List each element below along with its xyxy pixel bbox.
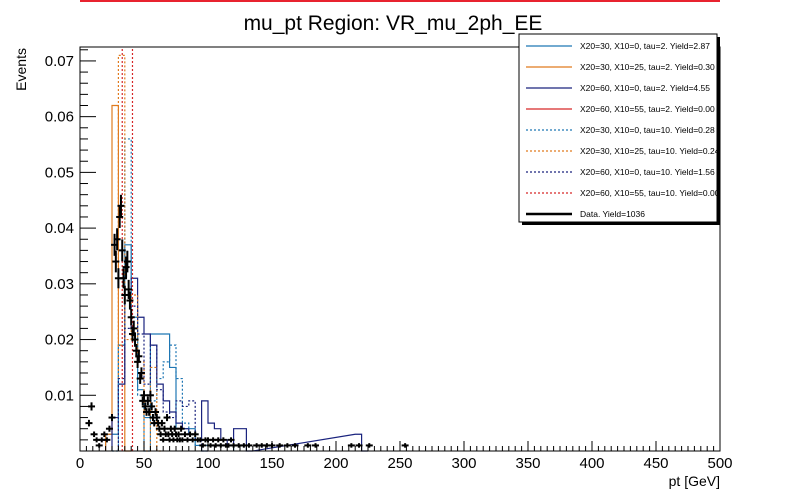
data-point	[148, 402, 156, 411]
legend: X20=30, X10=0, tau=2. Yield=2.87 X20=30, …	[518, 33, 720, 225]
data-point	[163, 414, 171, 422]
y-tick-label: 0.06	[45, 109, 74, 126]
x-tick-label: 200	[323, 455, 348, 472]
data-point	[131, 332, 139, 347]
data-point	[304, 443, 312, 448]
data-point	[365, 443, 373, 448]
data-point	[88, 402, 96, 411]
data-point	[134, 355, 142, 369]
y-tick-label: 0.04	[45, 220, 74, 237]
data-point	[158, 419, 166, 427]
data-point	[122, 256, 130, 278]
x-tick-label: 0	[76, 455, 84, 472]
data-point	[153, 414, 161, 422]
data-point	[177, 425, 185, 432]
data-point	[125, 279, 133, 299]
data-point	[108, 414, 116, 422]
legend-entry-label: X20=60, X10=55, tau=2. Yield=0.00	[580, 104, 715, 114]
data-point	[171, 425, 179, 432]
data-point	[112, 250, 120, 273]
data-point	[355, 443, 363, 448]
data-point	[144, 396, 152, 406]
x-tick-label: 250	[387, 455, 412, 472]
series-layer	[105, 47, 368, 452]
data-point	[136, 373, 144, 384]
legend-entry-label: Data. Yield=1036	[580, 209, 645, 219]
data-point	[227, 437, 235, 443]
data-point	[276, 443, 284, 448]
data-point	[90, 431, 98, 438]
x-tick-label: 350	[515, 455, 540, 472]
data-point	[175, 431, 183, 438]
y-axis: 0.01 0.02 0.03 0.04 0.05 0.06 0.07	[45, 49, 96, 441]
x-tick-label: 100	[195, 455, 220, 472]
data-point	[113, 228, 121, 251]
legend-entry-label: X20=60, X10=55, tau=10. Yield=0.00	[580, 188, 720, 198]
data-point	[160, 425, 168, 432]
data-point	[191, 431, 199, 438]
x-tick-label: 300	[451, 455, 476, 472]
data-point	[152, 408, 160, 416]
data-point	[137, 367, 145, 379]
data-point	[117, 194, 125, 217]
data-point	[146, 390, 154, 400]
data-point	[103, 437, 111, 443]
top-red-line	[80, 0, 720, 2]
data-point	[199, 443, 207, 448]
legend-entry-label: X20=60, X10=0, tau=10. Yield=1.56	[580, 167, 715, 177]
x-tick-label: 500	[707, 455, 732, 472]
data-point	[105, 425, 113, 432]
y-tick-label: 0.03	[45, 276, 74, 293]
data-point	[121, 285, 129, 305]
data-point	[291, 443, 299, 448]
y-tick-label: 0.02	[45, 332, 74, 349]
data-point	[135, 349, 143, 363]
legend-entry-label: X20=30, X10=25, tau=2. Yield=0.30	[580, 62, 715, 72]
data-point	[347, 443, 355, 448]
data-point	[145, 408, 153, 416]
data-point	[130, 320, 138, 337]
data-point	[401, 443, 409, 448]
data-point	[127, 309, 135, 326]
x-tick-label: 150	[259, 455, 284, 472]
data-points-layer	[85, 194, 409, 448]
data-point	[116, 205, 124, 228]
data-point	[245, 443, 253, 448]
chart-title: mu_pt Region: VR_mu_2ph_EE	[244, 12, 543, 35]
y-tick-label: 0.07	[45, 53, 74, 70]
data-point	[312, 443, 320, 448]
x-tick-label: 400	[579, 455, 604, 472]
y-tick-label: 0.01	[45, 387, 74, 404]
data-point	[120, 268, 128, 289]
legend-entry-label: X20=30, X10=0, tau=10. Yield=0.28	[580, 125, 715, 135]
data-point	[283, 443, 291, 448]
series-histogram	[117, 54, 164, 452]
data-point	[123, 250, 131, 273]
x-tick-label: 450	[643, 455, 668, 472]
data-point	[159, 437, 167, 443]
x-axis: 0 50 100 150 200 250 300 350 400 450 500	[76, 441, 733, 472]
legend-entry-label: X20=30, X10=0, tau=2. Yield=2.87	[580, 41, 710, 51]
data-point	[126, 291, 134, 310]
x-axis-title: pt [GeV]	[669, 473, 720, 489]
data-point	[141, 402, 149, 411]
data-point	[118, 239, 126, 262]
series-histogram	[111, 277, 368, 452]
x-tick-label: 50	[136, 455, 153, 472]
data-point	[140, 390, 148, 400]
data-point	[219, 437, 227, 443]
data-point	[100, 431, 108, 438]
legend-entry-label: X20=60, X10=0, tau=2. Yield=4.55	[580, 83, 710, 93]
legend-entry-label: X20=30, X10=25, tau=10. Yield=0.24	[580, 146, 720, 156]
y-tick-label: 0.05	[45, 164, 74, 181]
legend-box	[518, 33, 718, 223]
y-axis-title: Events	[13, 48, 29, 91]
data-point	[85, 419, 93, 427]
